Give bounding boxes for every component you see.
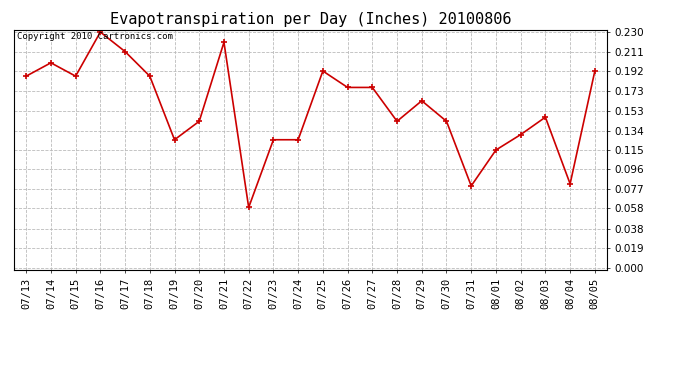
Title: Evapotranspiration per Day (Inches) 20100806: Evapotranspiration per Day (Inches) 2010… [110,12,511,27]
Text: Copyright 2010 Cartronics.com: Copyright 2010 Cartronics.com [17,32,172,41]
